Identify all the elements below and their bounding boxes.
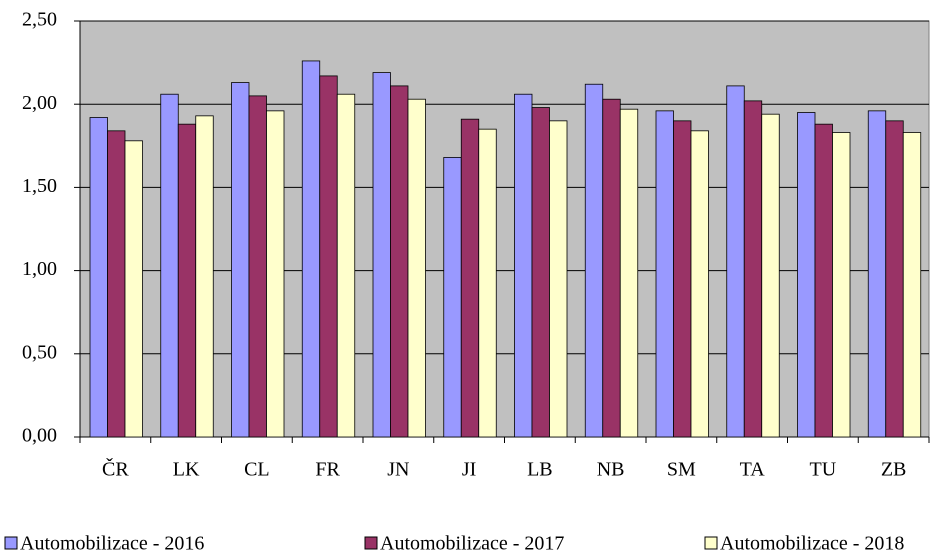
bar [602,98,621,438]
y-tick-label: 2,50 [22,9,57,31]
bar [195,115,214,438]
x-tick-label: ZB [881,459,907,481]
legend-swatch [4,536,18,550]
bar [867,110,887,438]
bar [761,113,780,438]
legend-swatch [364,536,378,550]
x-tick-label: JN [387,459,409,481]
bar [726,85,745,438]
plot-area [79,20,930,438]
bar [89,117,108,438]
y-tick-label: 0,50 [22,341,57,363]
bar [885,120,904,438]
x-tick-label: TU [810,459,837,481]
bar [832,132,851,438]
bar [814,123,833,438]
legend-label: Automobilizace - 2018 [720,533,904,555]
legend-label: Automobilizace - 2017 [380,533,564,555]
bar [531,107,550,438]
bar [407,98,426,438]
legend-label: Automobilizace - 2016 [20,533,204,555]
bar [743,100,763,438]
bar [336,93,356,438]
x-tick-label: ČR [102,457,129,481]
bar [319,75,338,438]
x-tick-label: JI [462,459,476,481]
bar [231,82,250,438]
y-tick-label: 2,00 [22,92,57,114]
x-tick-label: LB [527,459,553,481]
bar [443,157,462,438]
bar [160,93,179,438]
bar [673,120,692,438]
y-tick-label: 0,00 [22,425,57,447]
y-tick-label: 1,50 [22,175,57,197]
bar [584,83,604,438]
bar [514,93,533,438]
y-tick-label: 1,00 [22,258,57,280]
x-tick-label: SM [667,459,696,481]
legend-swatch [704,536,718,550]
bar [460,118,480,438]
bar [107,130,126,438]
bar [655,110,674,438]
bar [124,140,143,438]
bar [478,128,497,438]
bar [266,110,285,438]
bar [902,132,922,438]
bar [390,85,409,438]
x-tick-label: FR [315,459,340,481]
bar [177,123,197,438]
bar [372,72,391,438]
x-tick-label: NB [597,459,625,481]
bar [619,108,639,438]
bar [690,130,709,438]
bar [301,60,321,438]
bar [797,112,816,438]
x-tick-label: TA [740,459,766,481]
bar [248,95,267,438]
x-tick-label: CL [244,459,270,481]
x-tick-label: LK [173,459,200,481]
bar [549,120,568,438]
